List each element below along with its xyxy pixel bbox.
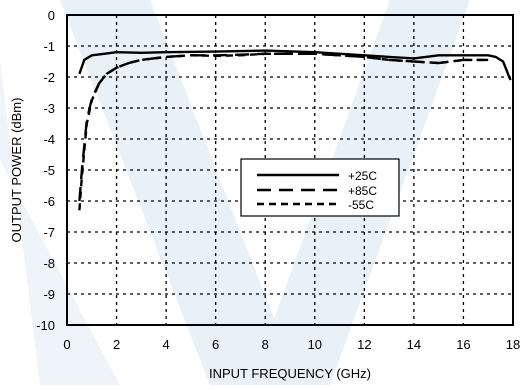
x-tick-label: 8 [262, 337, 269, 352]
legend-box [240, 158, 400, 217]
y-tick-label: -5 [43, 163, 55, 178]
x-tick-label: 12 [357, 337, 371, 352]
y-tick-label: -7 [43, 225, 55, 240]
x-tick-label: 0 [63, 337, 70, 352]
y-tick-label: -9 [43, 287, 55, 302]
x-tick-label: 16 [456, 337, 470, 352]
y-tick-labels: 0 -1 -2 -3 -4 -5 -6 -7 -8 -9 -10 [36, 8, 55, 333]
legend-label-55c: -55C [348, 198, 374, 212]
x-tick-label: 2 [113, 337, 120, 352]
y-tick-label: -8 [43, 256, 55, 271]
series-line-25cc [78, 49, 512, 81]
x-tick-label: 14 [407, 337, 421, 352]
y-axis-label: OUTPUT POWER (dBm) [9, 98, 24, 243]
y-tick-label: -3 [43, 101, 55, 116]
y-tick-label: -2 [43, 70, 55, 85]
y-tick-label: -4 [43, 132, 55, 147]
legend-label-85c: +85C [348, 184, 377, 198]
legend: +25C +85C -55C [240, 158, 400, 217]
y-tick-label: -6 [43, 194, 55, 209]
x-tick-label: 6 [212, 337, 219, 352]
x-tick-label: 4 [162, 337, 169, 352]
y-tick-label: -1 [43, 39, 55, 54]
legend-label-25c: +25C [348, 169, 377, 183]
series-lines [78, 49, 512, 211]
y-tick-label: 0 [48, 8, 55, 23]
plot-frame [66, 14, 514, 326]
x-tick-label: 18 [506, 337, 520, 352]
x-tick-labels: 0 2 4 6 8 10 12 14 16 18 [63, 337, 520, 352]
x-axis-label: INPUT FREQUENCY (GHz) [209, 366, 371, 381]
series-line-55cc [78, 52, 489, 211]
x-tick-label: 10 [308, 337, 322, 352]
y-tick-label: -10 [36, 318, 55, 333]
